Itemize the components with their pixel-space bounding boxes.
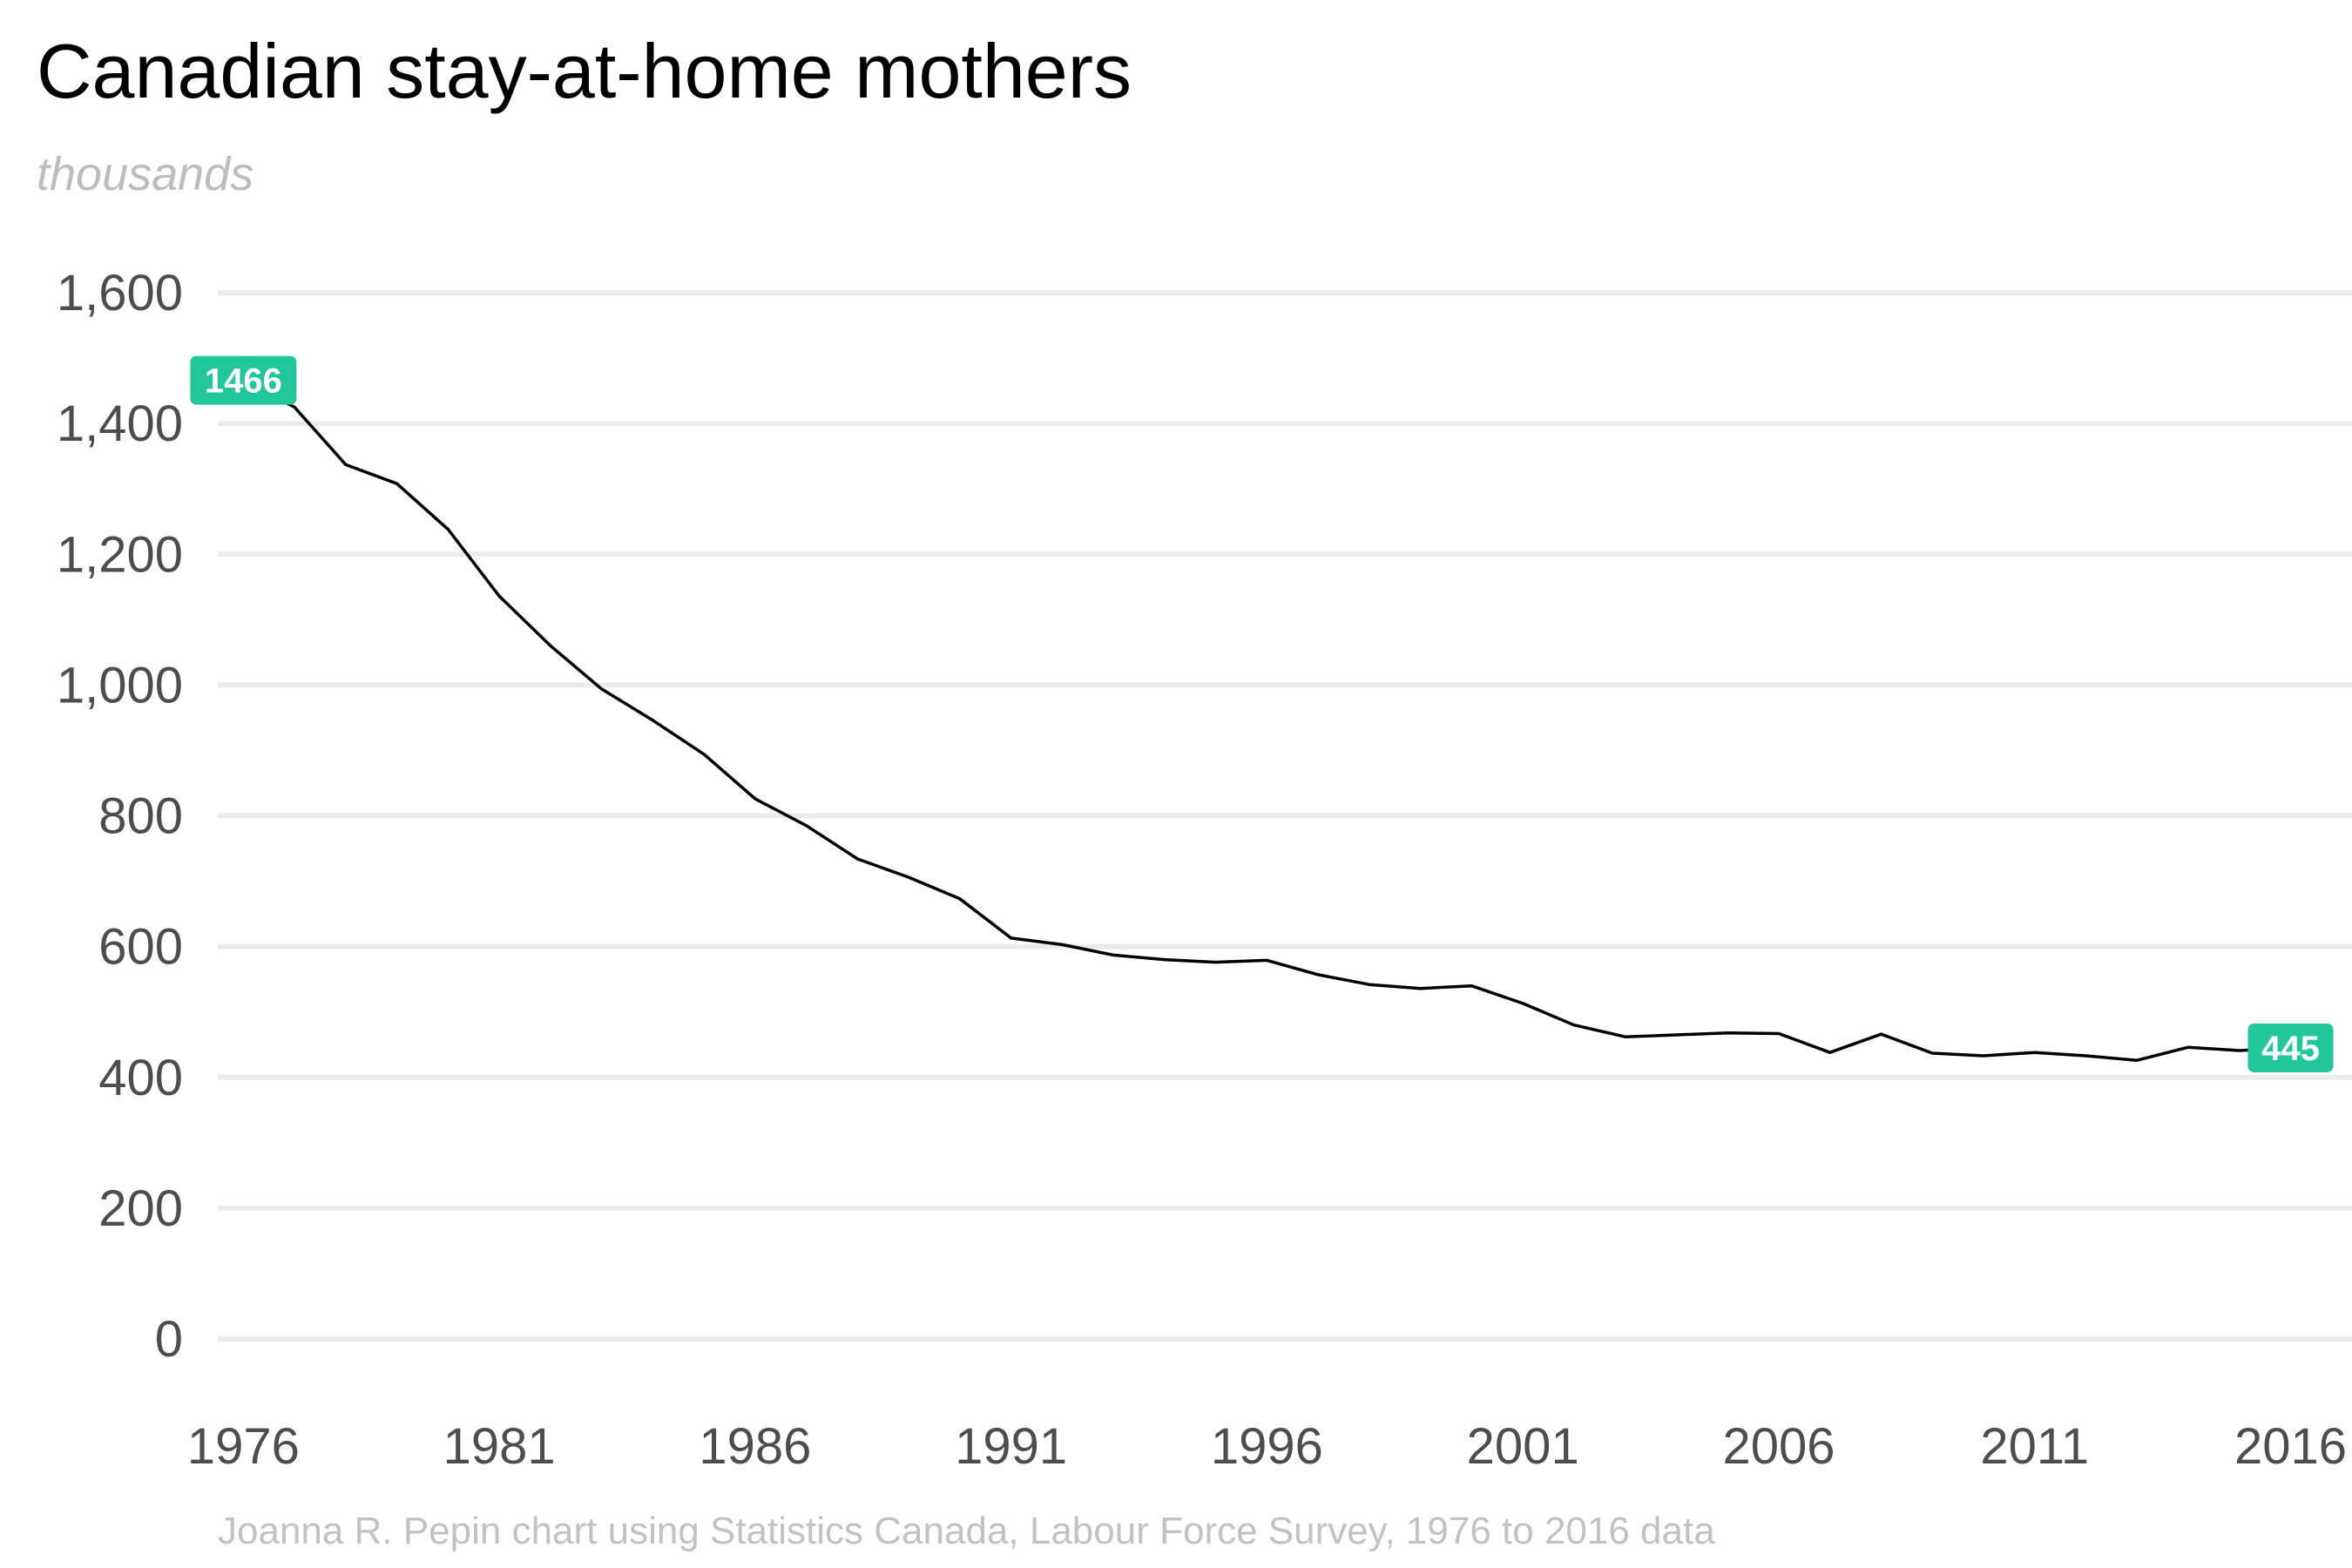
series-line (241, 378, 2293, 1062)
series-layer (241, 378, 2293, 1062)
x-axis: 1976 1981 1986 1991 1996 2001 2006 2011 2016 (187, 1418, 2347, 1475)
y-tick-label: 400 (98, 1050, 183, 1106)
x-tick-label: 1986 (699, 1418, 811, 1475)
data-label-text: 445 (2261, 1030, 2320, 1068)
x-tick-label: 1981 (443, 1418, 556, 1475)
y-tick-label: 600 (98, 919, 183, 976)
grid-layer (218, 290, 2352, 1342)
data-label-text: 1466 (205, 362, 282, 401)
x-tick-label: 2016 (2234, 1418, 2347, 1475)
x-tick-label: 2011 (1980, 1418, 2089, 1475)
data-label-box (190, 355, 297, 405)
x-tick-label: 1996 (1211, 1418, 1323, 1475)
y-axis: 0 200 400 600 800 1,000 1,200 1,400 1,600 (57, 265, 183, 1368)
data-label-box (2247, 1023, 2334, 1072)
y-tick-label: 0 (155, 1311, 183, 1368)
chart-caption: Joanna R. Pepin chart using Statistics C… (218, 1510, 1715, 1552)
data-label: 445 (2247, 1023, 2334, 1072)
annotation-layer: 1466 445 (190, 355, 2334, 1072)
x-tick-label: 1976 (187, 1418, 300, 1475)
data-label: 1466 (190, 355, 297, 405)
x-tick-label: 2006 (1722, 1418, 1835, 1475)
y-tick-label: 1,400 (57, 395, 183, 452)
y-tick-label: 1,000 (57, 657, 183, 713)
y-tick-label: 1,200 (57, 526, 183, 583)
y-tick-label: 200 (98, 1180, 183, 1237)
chart-title: Canadian stay-at-home mothers (37, 28, 1132, 114)
x-tick-label: 2001 (1467, 1418, 1579, 1475)
y-tick-label: 800 (98, 788, 183, 845)
x-tick-label: 1991 (955, 1418, 1067, 1475)
y-tick-label: 1,600 (57, 265, 183, 321)
chart-subtitle: thousands (37, 148, 253, 200)
